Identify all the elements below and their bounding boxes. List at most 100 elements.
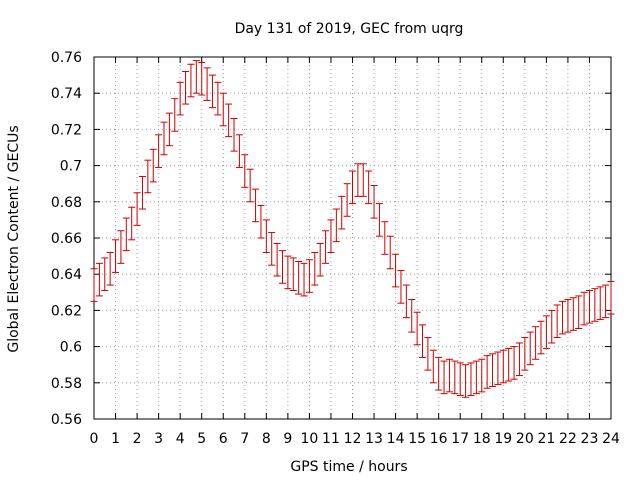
data-point xyxy=(122,217,130,252)
x-tick-label: 23 xyxy=(581,431,599,447)
data-point xyxy=(585,289,593,324)
x-tick-label: 11 xyxy=(322,431,340,447)
data-point xyxy=(246,168,254,203)
x-tick-label: 17 xyxy=(451,431,469,447)
data-point xyxy=(408,299,416,333)
y-tick-label: 0.72 xyxy=(51,122,82,138)
data-point xyxy=(144,159,152,194)
x-tick-label: 18 xyxy=(473,431,491,447)
data-point xyxy=(569,297,577,331)
data-point xyxy=(268,232,276,266)
data-point xyxy=(580,291,588,326)
data-point xyxy=(435,356,443,391)
x-tick-label: 0 xyxy=(90,431,99,447)
data-point xyxy=(440,360,448,395)
data-point xyxy=(128,206,136,241)
data-point xyxy=(327,219,335,253)
data-point xyxy=(219,92,227,127)
data-point xyxy=(149,148,157,183)
data-point xyxy=(419,324,427,358)
x-tick-label: 20 xyxy=(516,431,534,447)
data-point xyxy=(505,347,513,382)
data-point xyxy=(559,300,567,335)
data-point xyxy=(171,98,179,132)
chart-title: Day 131 of 2019, GEC from uqrg xyxy=(235,21,464,37)
data-point xyxy=(192,60,200,94)
y-tick-label: 0.62 xyxy=(51,303,82,319)
data-point xyxy=(176,81,184,116)
data-point xyxy=(273,242,281,277)
data-point xyxy=(349,170,356,205)
data-point xyxy=(235,134,243,168)
data-point xyxy=(392,253,400,288)
data-point xyxy=(160,121,168,156)
data-point xyxy=(289,257,297,291)
y-tick-label: 0.7 xyxy=(60,159,82,175)
data-point xyxy=(225,103,233,138)
data-point xyxy=(316,242,324,277)
data-point xyxy=(365,170,373,205)
data-point xyxy=(483,355,491,389)
data-point xyxy=(532,326,540,360)
x-tick-label: 8 xyxy=(262,431,271,447)
data-point xyxy=(133,192,141,226)
data-point xyxy=(214,81,222,116)
data-point xyxy=(596,286,604,320)
y-tick-label: 0.66 xyxy=(51,231,82,247)
y-tick-label: 0.64 xyxy=(51,267,82,283)
y-axis-label: Global Electron Content / GECUs xyxy=(6,125,22,352)
x-tick-label: 9 xyxy=(283,431,292,447)
data-point xyxy=(494,351,502,386)
data-point xyxy=(542,315,550,349)
data-point xyxy=(381,221,389,255)
data-point xyxy=(429,349,437,384)
data-point xyxy=(117,230,125,264)
data-point xyxy=(322,230,330,264)
x-tick-label: 6 xyxy=(219,431,228,447)
y-tick-label: 0.6 xyxy=(60,340,82,356)
data-point xyxy=(462,364,470,398)
data-point xyxy=(397,270,405,304)
data-point xyxy=(575,295,583,329)
data-point xyxy=(343,183,351,217)
axis-ticks: 0 1 2 3 4 5 6 7 8 9 10 11 12 13 14 15 16 17 18 19 20 21 22 23 24… xyxy=(51,50,620,447)
data-point xyxy=(165,112,173,147)
data-point xyxy=(472,360,480,395)
x-tick-label: 1 xyxy=(111,431,120,447)
data-point xyxy=(311,251,319,286)
data-point xyxy=(338,195,346,230)
x-tick-label: 16 xyxy=(430,431,448,447)
x-tick-label: 22 xyxy=(559,431,577,447)
data-point xyxy=(155,134,163,168)
data-series-gec xyxy=(90,60,615,398)
x-tick-label: 12 xyxy=(344,431,362,447)
data-point xyxy=(95,262,103,297)
data-point xyxy=(548,309,556,344)
data-point xyxy=(230,118,238,152)
data-point xyxy=(375,203,383,237)
data-point xyxy=(607,280,615,315)
data-point xyxy=(90,268,98,302)
data-point xyxy=(112,239,120,273)
data-point xyxy=(182,70,190,105)
data-point xyxy=(101,257,109,291)
x-tick-label: 5 xyxy=(197,431,206,447)
x-tick-label: 3 xyxy=(154,431,163,447)
data-point xyxy=(456,362,464,396)
x-tick-label: 10 xyxy=(301,431,319,447)
y-tick-label: 0.58 xyxy=(51,376,82,392)
data-point xyxy=(537,320,545,355)
x-tick-label: 15 xyxy=(408,431,426,447)
data-point xyxy=(413,311,421,346)
x-tick-label: 21 xyxy=(537,431,555,447)
data-point xyxy=(478,358,486,393)
data-point xyxy=(602,284,610,319)
data-point xyxy=(198,61,206,96)
y-tick-label: 0.68 xyxy=(51,195,82,211)
data-point xyxy=(284,255,292,290)
data-point xyxy=(521,337,529,371)
x-tick-label: 4 xyxy=(176,431,185,447)
data-point xyxy=(359,163,367,197)
data-point xyxy=(278,250,286,284)
